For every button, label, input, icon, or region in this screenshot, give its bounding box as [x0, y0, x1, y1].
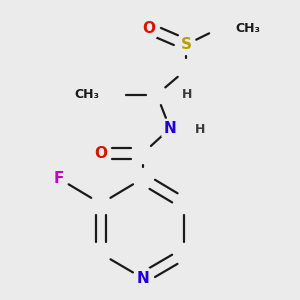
Text: H: H: [182, 88, 192, 101]
Text: N: N: [136, 271, 149, 286]
Text: CH₃: CH₃: [235, 22, 260, 35]
Text: O: O: [142, 21, 155, 36]
Text: S: S: [181, 37, 192, 52]
Text: H: H: [195, 124, 205, 136]
Text: N: N: [164, 121, 176, 136]
Text: CH₃: CH₃: [74, 88, 99, 101]
Text: F: F: [54, 171, 64, 186]
Text: O: O: [94, 146, 107, 161]
